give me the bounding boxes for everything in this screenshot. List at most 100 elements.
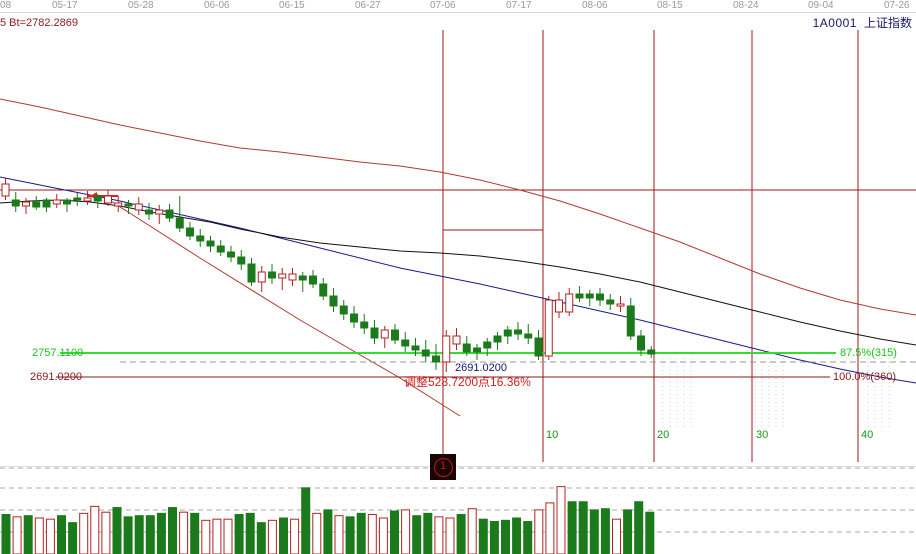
candle-body (411, 345, 420, 351)
candlestick (83, 191, 92, 205)
volume-bar (212, 518, 222, 554)
volume-bar (623, 509, 633, 554)
volume-bar (79, 512, 89, 554)
date-tick-label: 08-06 (582, 0, 608, 11)
candlestick (350, 306, 358, 328)
volume-bar (179, 511, 189, 554)
volume-bar (600, 508, 610, 554)
count-label-20: 20 (657, 429, 670, 441)
candlestick (104, 190, 112, 206)
volume-chart-pane[interactable] (0, 466, 916, 554)
candlestick (473, 344, 481, 360)
volume-bar (123, 516, 133, 554)
date-tick-label: 05-28 (128, 0, 154, 11)
candle-body (329, 295, 338, 307)
candle-body (493, 335, 502, 343)
candle-body (257, 271, 266, 283)
volume-bar (223, 518, 233, 554)
volume-bar (445, 517, 455, 554)
volume-bar (512, 517, 522, 554)
volume-bar (367, 514, 377, 554)
volume-bar (434, 516, 444, 554)
candle-body (145, 209, 153, 215)
axis-rule (0, 12, 916, 13)
symbol-header: 1A0001 上证指数 (813, 16, 912, 30)
date-tick-label: 06-27 (355, 0, 381, 11)
volume-bar (256, 522, 266, 554)
candle-body (52, 199, 61, 205)
candle-body (534, 337, 543, 357)
candlestick (421, 340, 430, 362)
candle-body (227, 251, 235, 258)
volume-bar (478, 518, 488, 554)
candlestick (626, 298, 635, 340)
volume-bar (390, 510, 399, 554)
candlestick (11, 192, 20, 212)
candle-body (278, 273, 287, 279)
candlestick (514, 322, 522, 340)
candlestick (278, 268, 287, 290)
candle-body (606, 299, 615, 305)
low-callout-label: 2691.0200 (455, 362, 507, 374)
candlestick (145, 203, 153, 220)
candlestick (32, 196, 41, 210)
candlestick (186, 222, 194, 240)
candlestick (1, 178, 10, 200)
candle-body (114, 202, 123, 207)
candlestick (52, 194, 61, 208)
volume-bar (645, 511, 655, 554)
candlestick (298, 272, 307, 292)
volume-bar (523, 520, 533, 554)
candlestick (483, 338, 492, 356)
candle-body (350, 313, 358, 323)
candlestick (319, 278, 328, 300)
chart-marker-badge[interactable]: 1 (430, 454, 456, 480)
candle-body (616, 303, 625, 307)
candlestick (534, 330, 543, 360)
candle-body (391, 329, 399, 341)
candle-body (473, 347, 481, 353)
candle-body (93, 195, 102, 202)
candle-body (155, 209, 164, 215)
symbol-code: 1A0001 (812, 16, 857, 30)
volume-bar (201, 519, 211, 554)
candle-body (298, 275, 307, 281)
ma-line (0, 98, 916, 316)
date-tick-label: 05-17 (52, 0, 78, 11)
candle-body (42, 199, 51, 208)
volume-bar (356, 512, 366, 554)
volume-bar (12, 516, 22, 554)
volume-bar (23, 515, 33, 554)
candle-body (452, 335, 461, 345)
candle-body (309, 275, 317, 285)
date-tick-label: 08-15 (657, 0, 683, 11)
candlestick (596, 288, 604, 306)
candlestick (637, 330, 645, 356)
volume-bar (334, 515, 344, 554)
candlestick (555, 292, 563, 318)
volume-bar (501, 519, 510, 554)
candle-body (339, 305, 348, 315)
volume-bar (145, 515, 155, 554)
candle-body (73, 197, 82, 201)
candlestick (73, 193, 82, 206)
volume-bar (556, 486, 566, 554)
volume-bar (345, 516, 355, 554)
candle-body (401, 339, 410, 347)
price-chart-pane[interactable] (0, 30, 916, 462)
candlestick (206, 236, 215, 252)
volume-bar (489, 520, 499, 554)
volume-bar (612, 518, 621, 554)
candlestick (22, 198, 30, 214)
candle-body (380, 329, 389, 339)
candle-body (575, 293, 584, 299)
candlestick (575, 286, 584, 302)
volume-bar (112, 507, 122, 554)
volume-bar (589, 509, 599, 554)
volume-bar (412, 515, 422, 554)
candlestick (175, 196, 184, 232)
candlestick (63, 198, 71, 212)
candlestick (124, 200, 133, 214)
candle-body (134, 203, 143, 211)
volume-bar (90, 505, 100, 554)
